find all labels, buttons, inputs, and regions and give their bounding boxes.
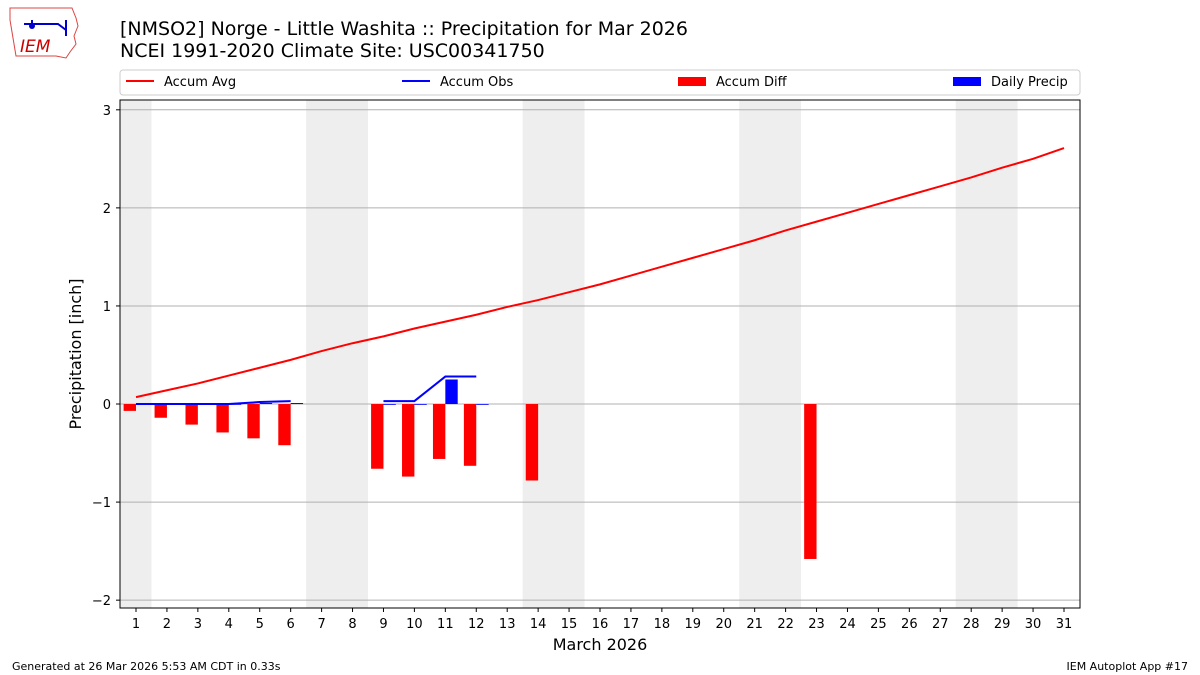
bar-accum-diff [278, 404, 291, 446]
bar-accum-diff [371, 404, 384, 469]
bar-accum-diff [123, 404, 136, 411]
chart-title: [NMSO2] Norge - Little Washita :: Precip… [120, 18, 688, 40]
weekend-shade [522, 100, 585, 608]
x-tick-label: 7 [317, 617, 325, 632]
bar-accum-diff [463, 404, 477, 466]
y-tick-label: 0 [103, 398, 111, 413]
y-tick-label: 1 [103, 300, 111, 315]
bar-daily-precip [414, 404, 427, 405]
legend-swatch [953, 77, 981, 86]
x-tick-label: 11 [437, 617, 454, 632]
x-tick-label: 22 [777, 617, 794, 632]
svg-text:IEM: IEM [20, 37, 51, 57]
line-accum-obs [136, 400, 291, 406]
x-tick-label: 24 [839, 617, 856, 632]
x-tick-label: 18 [654, 617, 671, 632]
x-tick-label: 30 [1025, 617, 1042, 632]
x-tick-label: 6 [287, 617, 295, 632]
legend-label: Daily Precip [991, 75, 1068, 90]
x-tick-label: 20 [715, 617, 732, 632]
x-tick-label: 23 [808, 617, 825, 632]
x-tick-label: 8 [348, 617, 356, 632]
footer-app: IEM Autoplot App #17 [1066, 660, 1189, 673]
bar-daily-precip [445, 379, 458, 405]
x-tick-label: 12 [468, 617, 485, 632]
y-tick-label: 3 [103, 104, 111, 119]
x-tick-label: 27 [932, 617, 949, 632]
legend-label: Accum Diff [716, 75, 788, 90]
weekend-shade [739, 100, 802, 608]
chart-subtitle: NCEI 1991-2020 Climate Site: USC00341750 [120, 40, 545, 62]
weekend-shade [120, 100, 152, 608]
bar-daily-precip [476, 404, 489, 405]
bar-accum-diff [247, 404, 260, 439]
bar-accum-diff [154, 404, 167, 418]
x-tick-label: 21 [746, 617, 763, 632]
x-axis-label: March 2026 [553, 635, 648, 654]
x-tick-label: 25 [870, 617, 887, 632]
x-tick-label: 13 [499, 617, 516, 632]
footer-generated: Generated at 26 Mar 2026 5:53 AM CDT in … [12, 660, 281, 673]
y-tick-label: −1 [92, 496, 111, 511]
bar-accum-diff [804, 404, 817, 559]
legend-label: Accum Avg [164, 75, 236, 90]
x-tick-label: 31 [1056, 617, 1073, 632]
iem-logo: IEM [9, 7, 79, 59]
x-tick-label: 28 [963, 617, 980, 632]
x-tick-label: 9 [379, 617, 387, 632]
bar-accum-diff [216, 404, 229, 433]
line-accum-obs [383, 375, 477, 403]
bar-daily-precip [259, 403, 273, 405]
x-tick-label: 1 [132, 617, 140, 632]
weekend-shade [306, 100, 368, 608]
x-tick-label: 2 [163, 617, 171, 632]
legend [119, 69, 1081, 96]
bar-accum-diff [185, 404, 198, 425]
legend-swatch [678, 77, 706, 86]
x-tick-label: 15 [561, 617, 578, 632]
y-axis-label: Precipitation [inch] [66, 278, 85, 429]
weekend-shade [955, 100, 1018, 608]
x-tick-label: 17 [623, 617, 640, 632]
x-tick-label: 16 [592, 617, 609, 632]
legend-label: Accum Obs [440, 75, 513, 90]
bar-accum-diff [432, 404, 446, 459]
x-tick-label: 10 [406, 617, 423, 632]
y-tick-label: −2 [92, 594, 111, 609]
line-accum-avg [135, 147, 1065, 399]
x-tick-label: 26 [901, 617, 918, 632]
x-tick-label: 14 [530, 617, 547, 632]
bar-daily-precip [290, 403, 304, 405]
bar-daily-precip [383, 404, 396, 405]
x-tick-label: 3 [194, 617, 202, 632]
x-tick-label: 4 [225, 617, 233, 632]
x-tick-label: 29 [994, 617, 1011, 632]
plot-frame [119, 99, 1081, 609]
x-tick-label: 19 [685, 617, 702, 632]
bar-accum-diff [402, 404, 415, 477]
x-tick-label: 5 [256, 617, 264, 632]
y-tick-label: 2 [103, 202, 111, 217]
bar-accum-diff [525, 404, 539, 481]
